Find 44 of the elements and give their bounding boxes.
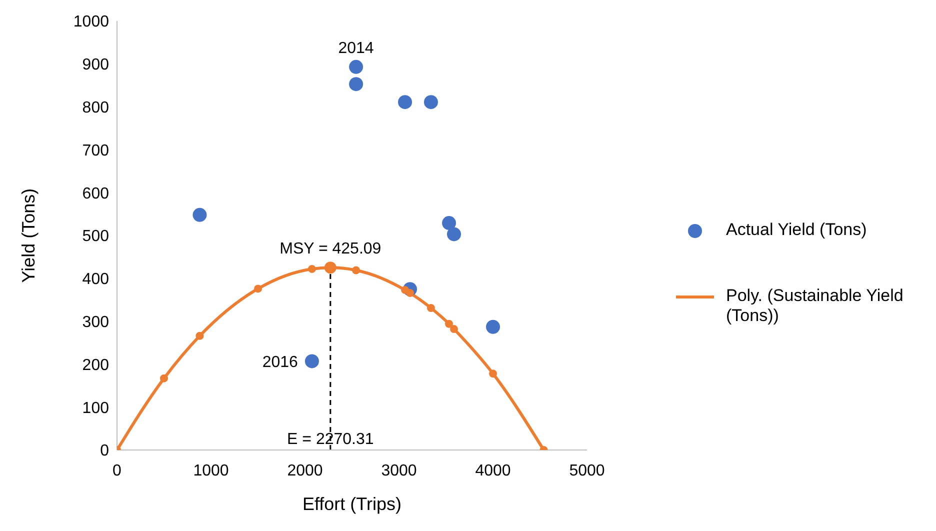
y-tick-label: 300 (82, 314, 110, 331)
point (349, 60, 364, 74)
y-tick-label: 200 (82, 356, 110, 374)
y-tick-label: 700 (82, 142, 110, 160)
y-tick-label: 600 (82, 185, 110, 202)
point (426, 304, 435, 312)
annotation: 2014 (338, 40, 374, 57)
legend-label: Poly. (Sustainable Yield (Tons)) (726, 286, 904, 326)
y-tick-label: 1000 (73, 14, 110, 31)
point (352, 266, 360, 274)
x-tick-label: 5000 (569, 462, 605, 480)
x-tick-label: 3000 (381, 462, 417, 480)
x-tick-label: 0 (112, 462, 122, 480)
point (398, 95, 412, 110)
y-tick-label: 800 (82, 99, 110, 116)
x-tick-label: 4000 (475, 462, 511, 480)
point (486, 320, 500, 334)
point (349, 77, 364, 92)
point (445, 320, 454, 328)
annotation: 2016 (262, 354, 298, 371)
point (401, 286, 410, 294)
y-tick-label: 500 (82, 228, 110, 246)
x-tick-label: 2000 (287, 462, 323, 480)
point (160, 374, 168, 382)
point (196, 332, 204, 340)
y-tick-label: 900 (82, 56, 110, 74)
point (304, 354, 319, 368)
ref-line-label: E = 2270.31 (287, 431, 374, 448)
point (308, 264, 316, 273)
point (424, 95, 438, 110)
point (254, 284, 262, 293)
y-tick-label: 100 (82, 400, 110, 417)
point (192, 208, 207, 222)
x-tick-label: 1000 (193, 462, 229, 480)
point (489, 370, 497, 378)
legend-label: Actual Yield (Tons) (726, 220, 867, 240)
point (450, 325, 458, 334)
x-axis-title: Effort (Trips) (302, 494, 402, 514)
point (442, 216, 456, 230)
y-axis-title: Yield (Tons) (18, 188, 38, 283)
y-tick-label: 400 (82, 271, 110, 288)
point (446, 227, 461, 242)
annotation: MSY = 425.09 (280, 240, 382, 258)
y-tick-label: 0 (100, 442, 110, 460)
